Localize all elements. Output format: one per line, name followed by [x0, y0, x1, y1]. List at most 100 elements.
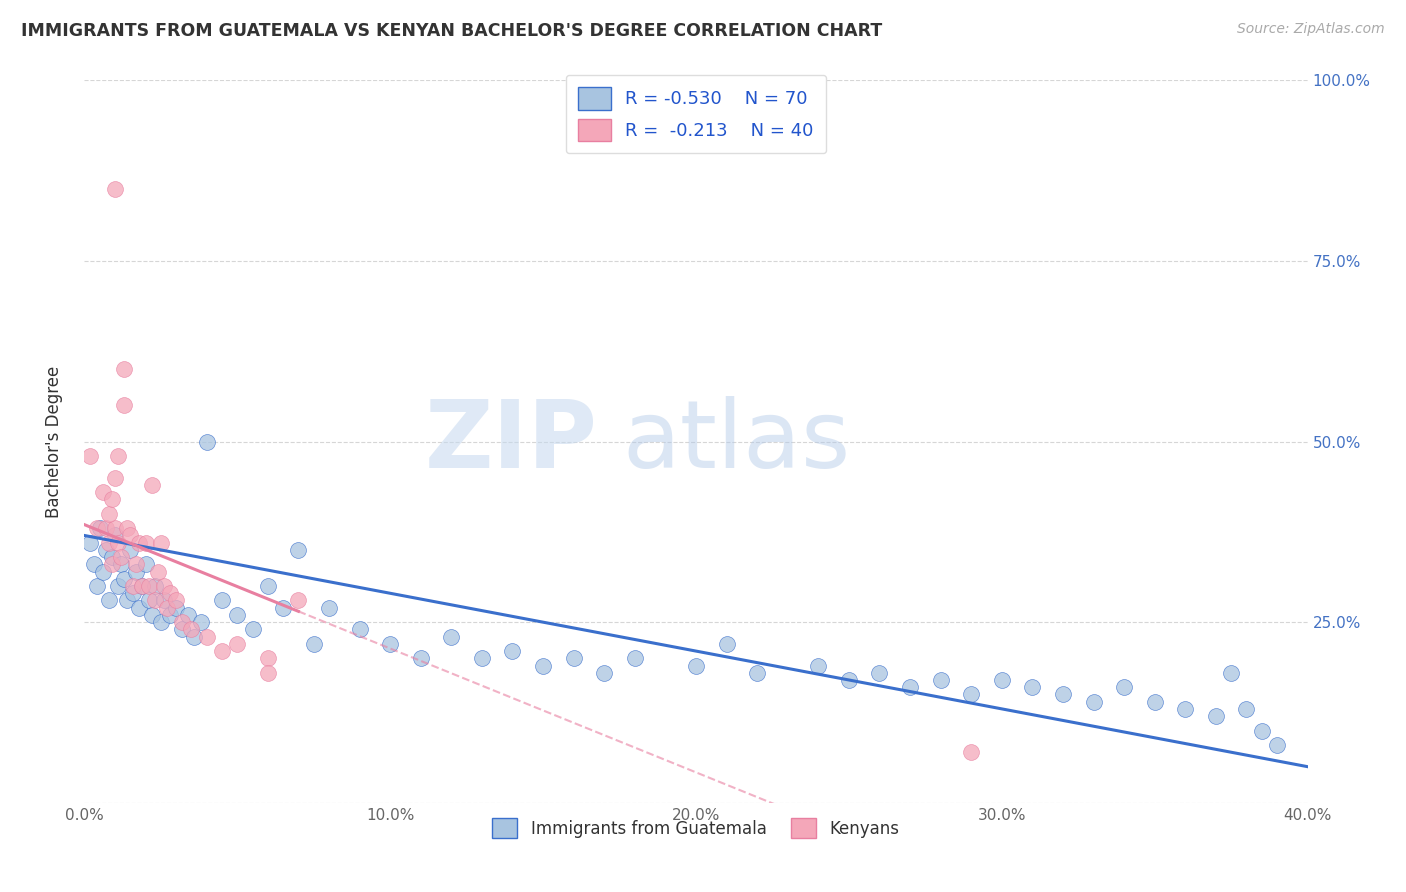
Point: [190, 615, 212, 630]
Point: [79, 449, 101, 463]
Point: [898, 680, 921, 694]
Point: [120, 542, 142, 557]
Point: [869, 665, 891, 680]
Point: [86, 521, 108, 535]
Point: [156, 600, 179, 615]
Point: [135, 558, 157, 572]
Point: [101, 558, 124, 572]
Text: Source: ZipAtlas.com: Source: ZipAtlas.com: [1237, 22, 1385, 37]
Point: [104, 182, 127, 196]
Point: [1021, 680, 1043, 694]
Point: [97, 535, 120, 549]
Point: [138, 593, 160, 607]
Point: [1265, 738, 1288, 752]
Point: [1250, 723, 1272, 738]
Point: [91, 565, 114, 579]
Text: IMMIGRANTS FROM GUATEMALA VS KENYAN BACHELOR'S DEGREE CORRELATION CHART: IMMIGRANTS FROM GUATEMALA VS KENYAN BACH…: [21, 22, 883, 40]
Point: [211, 644, 233, 658]
Point: [94, 521, 117, 535]
Point: [960, 687, 983, 701]
Point: [159, 586, 181, 600]
Point: [112, 398, 135, 412]
Point: [131, 579, 153, 593]
Point: [747, 665, 769, 680]
Point: [242, 623, 264, 637]
Point: [128, 600, 150, 615]
Point: [131, 579, 153, 593]
Point: [1174, 702, 1197, 716]
Point: [104, 521, 127, 535]
Point: [211, 593, 233, 607]
Point: [149, 535, 172, 549]
Point: [287, 542, 309, 557]
Point: [172, 615, 194, 630]
Point: [135, 535, 157, 549]
Point: [1114, 680, 1136, 694]
Point: [149, 615, 172, 630]
Point: [143, 593, 166, 607]
Point: [929, 673, 952, 687]
Point: [159, 607, 181, 622]
Point: [143, 579, 166, 593]
Point: [302, 637, 325, 651]
Point: [104, 528, 127, 542]
Point: [195, 630, 218, 644]
Point: [593, 665, 616, 680]
Point: [107, 535, 129, 549]
Point: [165, 593, 187, 607]
Point: [409, 651, 432, 665]
Point: [101, 492, 124, 507]
Point: [125, 565, 148, 579]
Point: [112, 362, 135, 376]
Point: [287, 593, 309, 607]
Point: [97, 593, 120, 607]
Point: [128, 535, 150, 549]
Text: ZIP: ZIP: [425, 395, 598, 488]
Point: [83, 558, 105, 572]
Point: [226, 607, 249, 622]
Text: atlas: atlas: [623, 395, 851, 488]
Point: [115, 593, 138, 607]
Point: [257, 665, 280, 680]
Point: [172, 623, 194, 637]
Point: [141, 478, 163, 492]
Point: [1205, 709, 1227, 723]
Point: [115, 521, 138, 535]
Point: [101, 550, 124, 565]
Point: [94, 542, 117, 557]
Point: [89, 521, 111, 535]
Point: [138, 579, 160, 593]
Point: [1143, 695, 1166, 709]
Point: [271, 600, 294, 615]
Point: [685, 658, 707, 673]
Point: [1083, 695, 1105, 709]
Point: [125, 558, 148, 572]
Point: [716, 637, 738, 651]
Point: [624, 651, 647, 665]
Point: [107, 449, 129, 463]
Point: [107, 579, 129, 593]
Point: [960, 745, 983, 759]
Point: [165, 600, 187, 615]
Point: [110, 550, 132, 565]
Point: [97, 507, 120, 521]
Point: [318, 600, 340, 615]
Point: [183, 630, 205, 644]
Legend: Immigrants from Guatemala, Kenyans: Immigrants from Guatemala, Kenyans: [485, 812, 907, 845]
Point: [180, 623, 202, 637]
Point: [349, 623, 371, 637]
Point: [471, 651, 494, 665]
Point: [122, 579, 145, 593]
Point: [86, 579, 108, 593]
Point: [440, 630, 463, 644]
Point: [122, 586, 145, 600]
Point: [120, 528, 142, 542]
Point: [257, 651, 280, 665]
Point: [1220, 665, 1243, 680]
Point: [141, 607, 163, 622]
Point: [1236, 702, 1258, 716]
Point: [838, 673, 860, 687]
Point: [91, 485, 114, 500]
Point: [110, 558, 132, 572]
Point: [562, 651, 585, 665]
